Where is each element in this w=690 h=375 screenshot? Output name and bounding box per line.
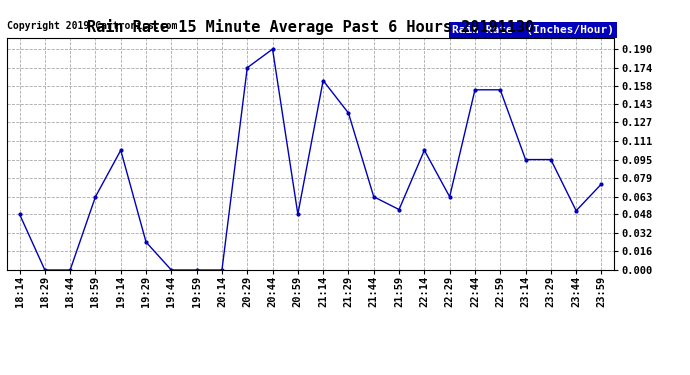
Title: Rain Rate 15 Minute Average Past 6 Hours 20191130: Rain Rate 15 Minute Average Past 6 Hours…	[87, 19, 534, 35]
Text: Rain Rate  (Inches/Hour): Rain Rate (Inches/Hour)	[452, 25, 614, 35]
Text: Copyright 2019 Cartronics.com: Copyright 2019 Cartronics.com	[7, 21, 177, 31]
